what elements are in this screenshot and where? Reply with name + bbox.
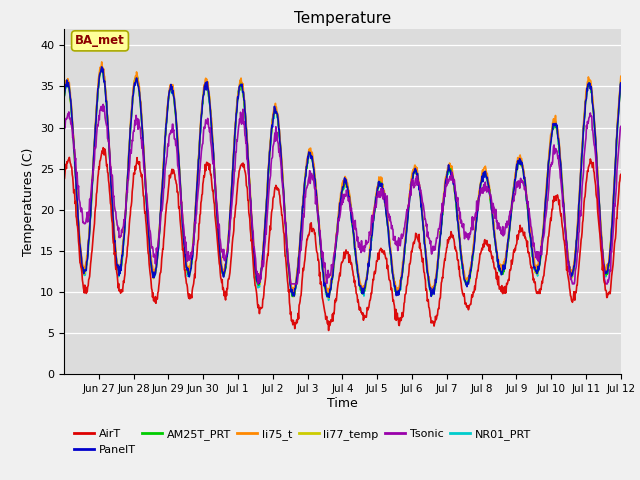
Title: Temperature: Temperature (294, 11, 391, 26)
Legend: AirT, PanelT, AM25T_PRT, li75_t, li77_temp, Tsonic, NR01_PRT: AirT, PanelT, AM25T_PRT, li75_t, li77_te… (70, 425, 535, 459)
X-axis label: Time: Time (327, 397, 358, 410)
Y-axis label: Temperatures (C): Temperatures (C) (22, 147, 35, 256)
Text: BA_met: BA_met (75, 35, 125, 48)
